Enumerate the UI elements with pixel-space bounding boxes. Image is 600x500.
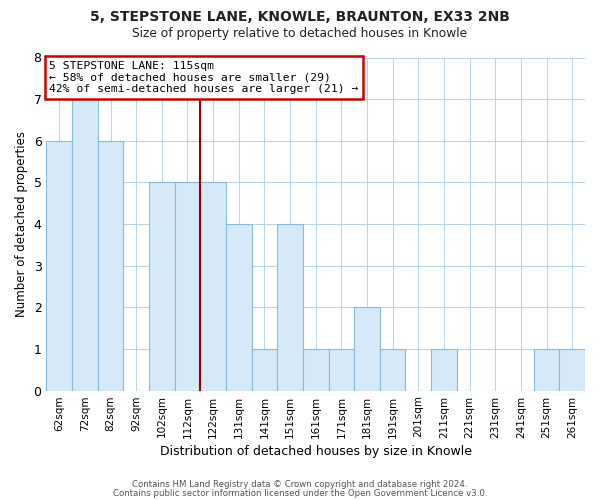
Bar bbox=[329, 349, 354, 391]
Text: Contains public sector information licensed under the Open Government Licence v3: Contains public sector information licen… bbox=[113, 488, 487, 498]
Bar bbox=[559, 349, 585, 391]
Text: Size of property relative to detached houses in Knowle: Size of property relative to detached ho… bbox=[133, 28, 467, 40]
Text: 5, STEPSTONE LANE, KNOWLE, BRAUNTON, EX33 2NB: 5, STEPSTONE LANE, KNOWLE, BRAUNTON, EX3… bbox=[90, 10, 510, 24]
Bar bbox=[175, 182, 200, 390]
Bar bbox=[200, 182, 226, 390]
Bar bbox=[46, 141, 72, 390]
Bar bbox=[149, 182, 175, 390]
Bar bbox=[226, 224, 251, 390]
Bar bbox=[251, 349, 277, 391]
Bar bbox=[380, 349, 406, 391]
X-axis label: Distribution of detached houses by size in Knowle: Distribution of detached houses by size … bbox=[160, 444, 472, 458]
Bar bbox=[98, 141, 124, 390]
Bar bbox=[354, 308, 380, 390]
Text: Contains HM Land Registry data © Crown copyright and database right 2024.: Contains HM Land Registry data © Crown c… bbox=[132, 480, 468, 489]
Bar bbox=[534, 349, 559, 391]
Bar bbox=[277, 224, 303, 390]
Bar bbox=[303, 349, 329, 391]
Text: 5 STEPSTONE LANE: 115sqm
← 58% of detached houses are smaller (29)
42% of semi-d: 5 STEPSTONE LANE: 115sqm ← 58% of detach… bbox=[49, 61, 358, 94]
Bar bbox=[72, 99, 98, 390]
Bar bbox=[431, 349, 457, 391]
Y-axis label: Number of detached properties: Number of detached properties bbox=[15, 131, 28, 317]
